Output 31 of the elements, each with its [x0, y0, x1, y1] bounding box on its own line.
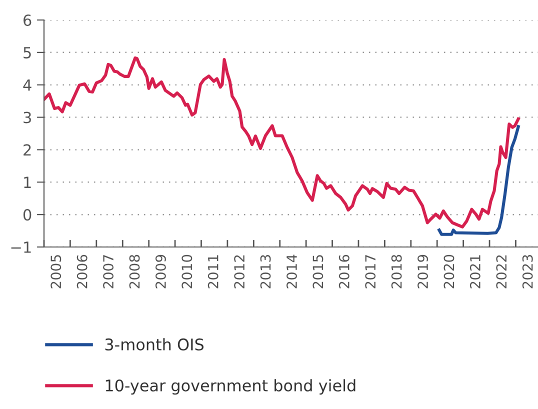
x-tick-label: 2020 [444, 254, 454, 288]
x-tick-label: 2007 [103, 255, 114, 288]
x-tick-label: 2015 [312, 255, 324, 288]
x-tick-label: 2021 [470, 255, 480, 288]
x-tick-label: 2017 [365, 255, 376, 288]
x-tick-label: 2016 [338, 254, 350, 288]
x-tick-label: 2014 [286, 254, 297, 288]
x-tick-label: 2022 [496, 255, 507, 288]
x-tick-label: 2005 [50, 255, 62, 288]
x-tick-label: 2019 [418, 254, 428, 288]
x-tick-label: 2012 [234, 255, 245, 288]
x-tick-label: 2008 [129, 254, 140, 288]
y-tick-label: −1 [11, 242, 31, 253]
y-tick-label: 6 [24, 14, 32, 26]
line-series [438, 125, 520, 236]
y-tick-label: 4 [23, 80, 32, 91]
y-tick-label: 3 [24, 112, 31, 124]
x-tick-label: 2010 [182, 254, 192, 288]
x-tick-label: 2023 [522, 255, 533, 288]
legend-label: 10-year government bond yield [106, 379, 356, 395]
x-tick-label: 2013 [260, 255, 271, 288]
legend-label: 3-month OIS [105, 338, 204, 351]
y-tick-label: 0 [23, 209, 32, 221]
x-tick-label: 2018 [391, 254, 402, 288]
x-tick-label: 2011 [208, 255, 218, 288]
line-series [44, 56, 520, 228]
y-tick-label: 5 [24, 47, 31, 58]
y-tick-label: 2 [24, 144, 31, 156]
x-tick-label: 2009 [155, 254, 166, 288]
y-tick-label: 1 [24, 176, 31, 188]
x-tick-label: 2006 [76, 254, 88, 288]
